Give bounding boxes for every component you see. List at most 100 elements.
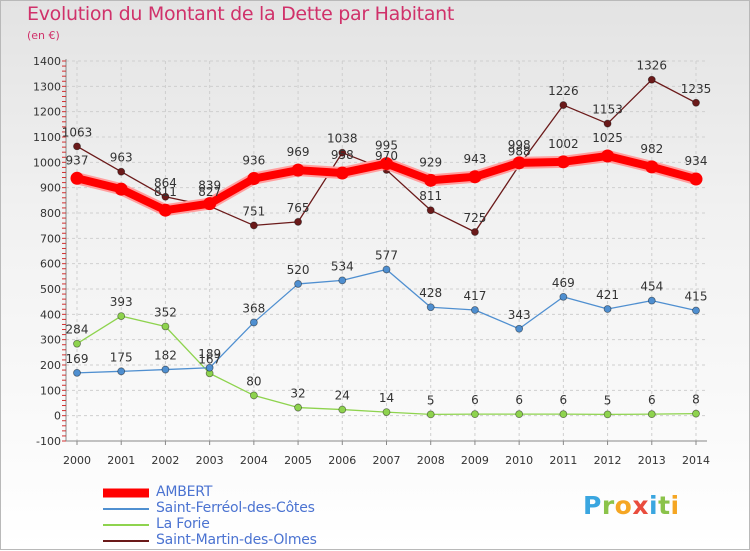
data-label: 8 [692, 393, 700, 407]
data-label: 1025 [592, 131, 623, 145]
data-point [647, 75, 656, 84]
y-tick-label: 500 [40, 283, 61, 296]
legend-item-ambert[interactable]: AMBERT [101, 484, 361, 501]
x-tick-label: 2013 [638, 454, 666, 467]
data-point [294, 403, 302, 412]
data-label: 14 [379, 391, 394, 405]
data-point [117, 367, 126, 376]
legend-item-saint-martin-des-olmes[interactable]: Saint-Martin-des-Olmes [101, 532, 361, 549]
data-point [556, 155, 570, 169]
data-point [161, 322, 170, 331]
legend-swatch [103, 488, 149, 498]
data-label: 520 [287, 263, 310, 277]
data-point [647, 296, 656, 305]
legend-item-la-forie[interactable]: La Forie [101, 516, 361, 533]
x-tick-label: 2008 [417, 454, 445, 467]
x-tick-label: 2009 [461, 454, 489, 467]
x-tick-label: 2011 [549, 454, 577, 467]
data-point [471, 410, 479, 419]
data-label: 995 [375, 139, 398, 153]
data-point [203, 197, 217, 211]
y-tick-label: 700 [40, 232, 61, 245]
proxiti-logo: Proxiti [583, 491, 680, 520]
legend-item-saint-ferreol-des-cotes[interactable]: Saint-Ferréol-des-Côtes [101, 500, 361, 517]
data-label: 6 [515, 393, 523, 407]
y-tick-label: -100 [36, 435, 61, 448]
data-point [515, 324, 524, 333]
data-label: 415 [685, 290, 708, 304]
data-point [249, 391, 258, 400]
data-point [382, 265, 391, 274]
data-label: 169 [66, 352, 89, 366]
y-tick-label: 800 [40, 207, 61, 220]
y-tick-label: 900 [40, 182, 61, 195]
data-point [249, 221, 258, 230]
data-point [647, 410, 656, 419]
data-label: 1063 [62, 125, 93, 139]
data-label: 352 [154, 305, 177, 319]
data-point [559, 101, 568, 109]
data-label: 1002 [548, 137, 579, 151]
data-label: 1226 [548, 84, 579, 98]
x-tick-label: 2002 [151, 454, 179, 467]
data-label: 32 [290, 387, 305, 401]
data-label: 80 [246, 374, 261, 388]
legend-label: La Forie [156, 516, 210, 532]
data-label: 765 [287, 201, 310, 215]
data-point [426, 206, 435, 215]
logo-letter: o [614, 491, 633, 520]
data-label: 5 [427, 393, 435, 407]
legend-label: AMBERT [156, 484, 213, 500]
data-point [424, 173, 438, 187]
data-point [294, 217, 302, 226]
data-point [294, 280, 302, 288]
data-point [335, 166, 349, 180]
data-label: 811 [154, 185, 177, 199]
data-point [205, 363, 214, 372]
legend-label: Saint-Martin-des-Olmes [156, 532, 317, 548]
data-label: 969 [287, 145, 310, 159]
logo-letter: t [658, 491, 671, 520]
data-point [645, 160, 659, 174]
data-point [426, 410, 435, 419]
data-point [158, 203, 172, 217]
data-label: 811 [419, 189, 442, 203]
y-tick-label: 0 [54, 410, 61, 423]
data-label: 6 [471, 393, 479, 407]
legend-swatch [103, 524, 149, 526]
data-label: 284 [66, 323, 89, 337]
y-tick-label: 600 [40, 258, 61, 271]
data-point [515, 410, 524, 419]
data-label: 929 [419, 155, 442, 169]
data-label: 839 [198, 179, 221, 193]
y-tick-label: 1100 [33, 131, 61, 144]
data-point [249, 318, 258, 327]
x-tick-label: 2004 [240, 454, 268, 467]
data-point [559, 410, 568, 419]
x-tick-label: 2012 [594, 454, 622, 467]
data-point [601, 149, 615, 163]
legend-swatch [103, 508, 149, 510]
data-point [380, 157, 393, 171]
data-point [338, 405, 347, 414]
data-point [338, 276, 347, 285]
x-tick-label: 2005 [284, 454, 312, 467]
logo-letter: i [649, 491, 659, 520]
logo-letter: P [583, 491, 602, 520]
logo-letter: r [601, 491, 615, 520]
data-label: 368 [242, 301, 265, 315]
data-point [117, 167, 126, 176]
data-label: 958 [331, 148, 354, 162]
data-point [161, 365, 170, 374]
y-tick-label: 1400 [33, 55, 61, 68]
data-point [471, 306, 479, 314]
data-label: 725 [463, 211, 486, 225]
data-label: 864 [154, 176, 177, 190]
data-point [338, 148, 347, 157]
data-label: 417 [463, 289, 486, 303]
data-label: 421 [596, 288, 619, 302]
data-label: 937 [66, 153, 89, 167]
data-label: 167 [198, 352, 221, 366]
